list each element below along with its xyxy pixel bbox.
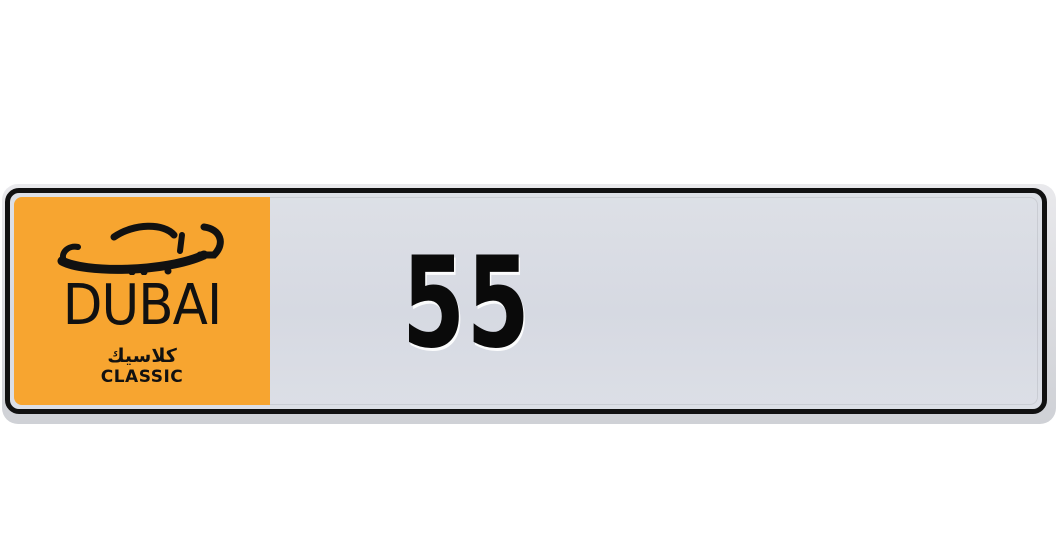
dubai-arabic-logo-icon xyxy=(57,222,224,275)
category-arabic: كلاسيك xyxy=(107,345,177,367)
emirate-panel: DUBAI كلاسيك CLASSIC xyxy=(14,197,270,405)
plate-number: 55 xyxy=(402,229,532,376)
license-plate: DUBAI كلاسيك CLASSIC 55 xyxy=(5,188,1047,414)
category-label: CLASSIC xyxy=(100,367,184,387)
emirate-name: DUBAI xyxy=(62,273,222,338)
